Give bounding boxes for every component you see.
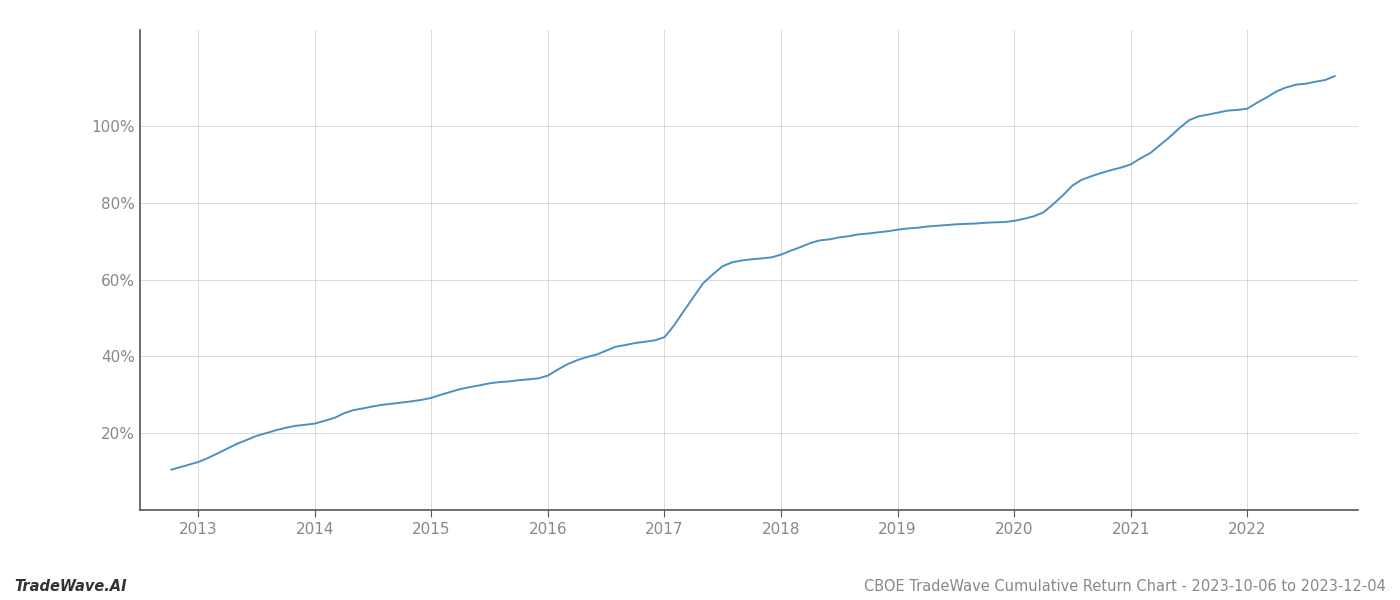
Text: CBOE TradeWave Cumulative Return Chart - 2023-10-06 to 2023-12-04: CBOE TradeWave Cumulative Return Chart -… <box>864 579 1386 594</box>
Text: TradeWave.AI: TradeWave.AI <box>14 579 126 594</box>
